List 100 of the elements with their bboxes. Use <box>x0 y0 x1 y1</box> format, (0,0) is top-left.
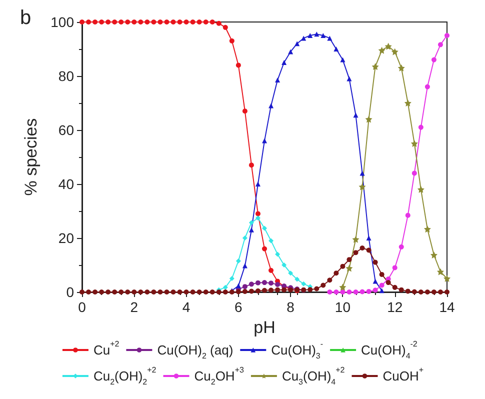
x-tick-label: 4 <box>182 299 190 315</box>
point <box>242 288 248 294</box>
point <box>340 264 346 269</box>
point <box>436 268 444 276</box>
point <box>372 288 378 293</box>
point <box>196 20 202 24</box>
point <box>294 41 300 46</box>
point <box>236 289 241 294</box>
point <box>255 280 260 286</box>
point <box>282 287 287 292</box>
point <box>229 38 234 44</box>
point <box>282 60 287 65</box>
point <box>177 20 182 24</box>
point <box>268 103 274 108</box>
point <box>164 20 170 24</box>
point <box>236 62 241 68</box>
point <box>288 270 294 276</box>
point <box>424 84 430 90</box>
point <box>372 63 379 70</box>
point <box>339 284 346 291</box>
point <box>112 20 118 24</box>
point <box>379 282 384 288</box>
point <box>366 236 372 240</box>
point <box>236 258 241 264</box>
point <box>216 290 222 294</box>
point <box>320 282 326 288</box>
point <box>275 287 280 292</box>
point <box>327 290 332 294</box>
point <box>320 33 326 38</box>
point <box>340 290 346 294</box>
point <box>275 78 280 83</box>
point <box>366 248 372 253</box>
point <box>80 20 84 24</box>
point <box>346 257 352 262</box>
point <box>190 20 196 24</box>
point <box>268 238 274 244</box>
x-tick-label: 12 <box>387 299 403 315</box>
point <box>360 245 365 250</box>
point <box>424 290 430 294</box>
point <box>184 20 189 24</box>
point <box>352 236 360 243</box>
point <box>334 270 339 276</box>
point <box>158 20 163 24</box>
point <box>379 288 384 294</box>
y-tick-label: 100 <box>50 14 74 30</box>
point <box>125 20 130 24</box>
point <box>431 57 436 62</box>
point <box>112 290 118 294</box>
point <box>308 33 313 38</box>
point <box>92 20 98 24</box>
point <box>372 260 378 265</box>
point <box>138 20 144 24</box>
point <box>398 287 404 292</box>
point <box>222 290 228 294</box>
point <box>430 252 438 259</box>
point <box>360 170 365 176</box>
point <box>222 24 228 30</box>
point <box>412 289 417 294</box>
point <box>366 288 372 294</box>
point <box>346 290 352 294</box>
point <box>86 290 92 294</box>
text: b <box>20 7 32 29</box>
x-tick-label: 2 <box>130 299 138 315</box>
point <box>118 290 124 294</box>
point <box>334 290 339 294</box>
point <box>255 288 260 294</box>
point <box>314 32 320 37</box>
point <box>314 286 320 292</box>
y-tick-label: 60 <box>58 122 74 138</box>
point <box>86 20 92 24</box>
point <box>262 280 267 286</box>
point <box>106 20 111 24</box>
point <box>405 212 410 218</box>
point <box>262 288 267 293</box>
point <box>384 42 392 50</box>
point <box>248 220 254 226</box>
point <box>229 276 234 281</box>
point <box>216 20 222 26</box>
point <box>222 284 228 290</box>
point <box>444 290 450 294</box>
point <box>294 276 300 282</box>
point <box>210 290 215 294</box>
point <box>255 211 260 216</box>
point <box>248 288 254 294</box>
point <box>177 290 182 294</box>
x-tick-label: 14 <box>439 299 455 315</box>
point <box>210 20 215 24</box>
point <box>275 282 280 287</box>
point <box>242 284 248 290</box>
point <box>386 280 391 286</box>
point <box>398 64 405 72</box>
point <box>268 268 274 273</box>
point <box>170 290 176 294</box>
point <box>410 140 418 147</box>
point <box>184 290 189 294</box>
x-tick-label: 0 <box>78 299 86 315</box>
point <box>248 162 254 168</box>
point <box>282 262 287 268</box>
point <box>248 282 254 287</box>
x-tick-label: 10 <box>334 299 351 315</box>
